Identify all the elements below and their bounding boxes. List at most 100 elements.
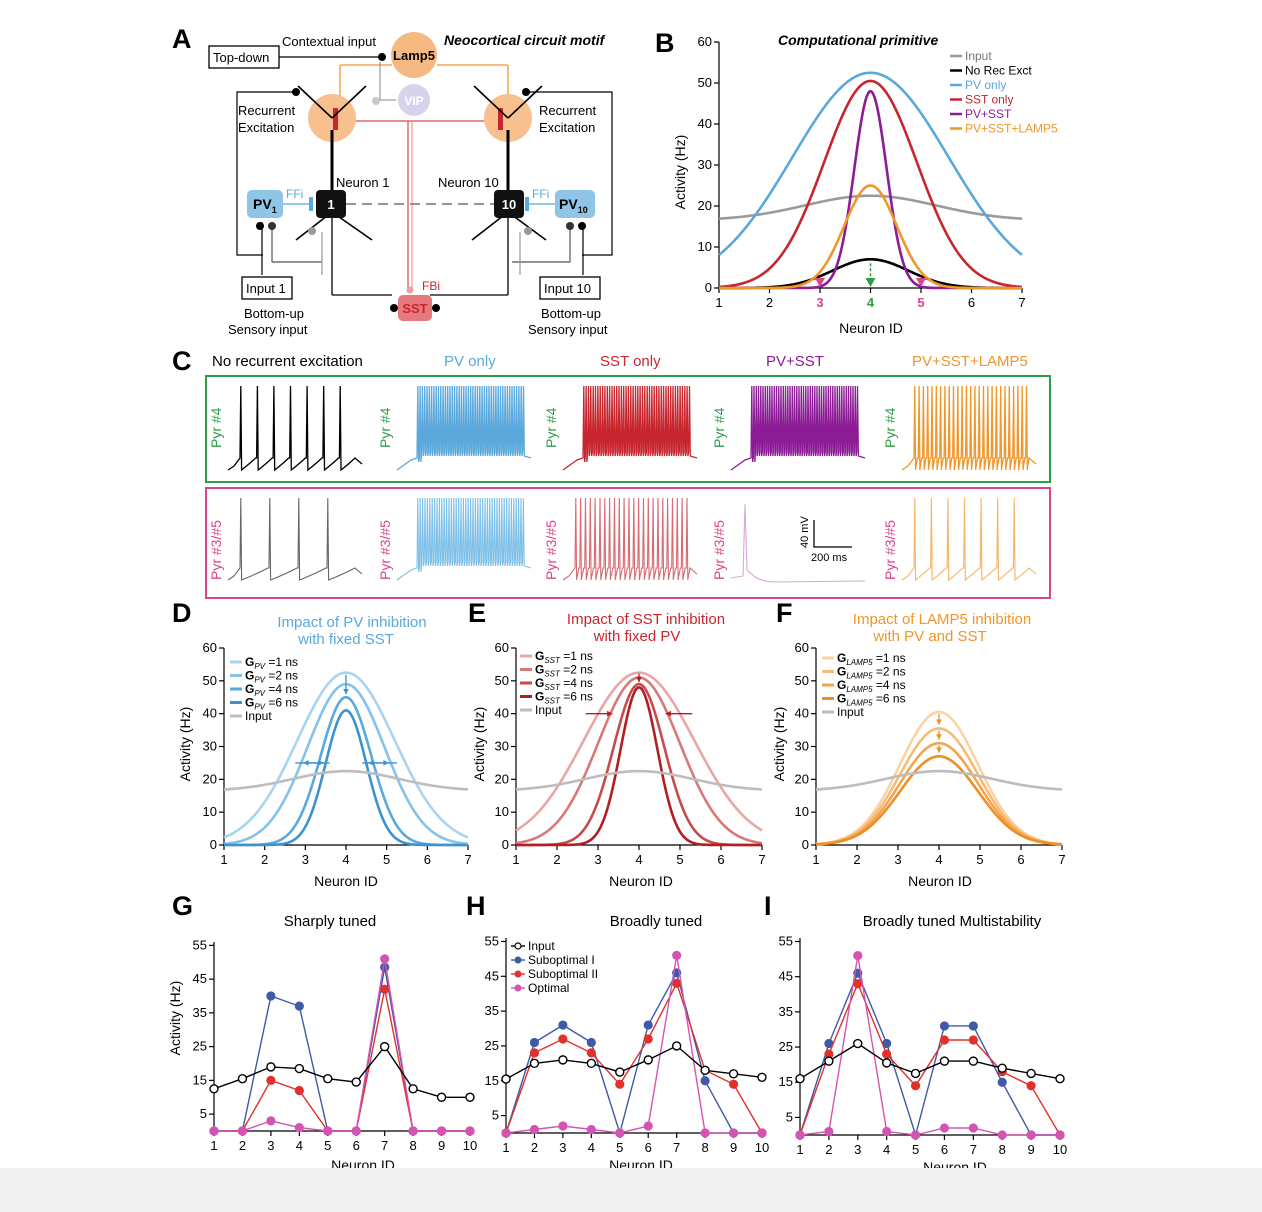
series-line-suboptimal-i (214, 967, 470, 1132)
x-tick-label: 7 (1058, 852, 1065, 867)
panel-e-title-1: Impact of SST inhibition (567, 611, 725, 628)
x-tick-label: 3 (267, 1138, 274, 1153)
data-point-optimal (465, 1126, 475, 1136)
data-point-input (853, 1038, 863, 1049)
x-tick-label: 9 (438, 1138, 445, 1153)
voltage-trace (730, 385, 866, 471)
data-point-input (465, 1092, 475, 1102)
y-tick-label: 55 (485, 933, 499, 948)
pyr-left-inhibit (333, 108, 338, 130)
panel-g-ylabel: Activity (Hz) (167, 981, 183, 1056)
bu-left-2: Sensory input (228, 322, 308, 337)
data-point-suboptimal-i (968, 1021, 978, 1031)
x-tick-label: 8 (409, 1138, 416, 1153)
data-point-suboptimal-ii (728, 1079, 739, 1089)
series-line-pv-sst-lamp5 (719, 184, 1022, 290)
data-point-input (1055, 1074, 1065, 1084)
y-tick-label: 10 (495, 804, 509, 819)
data-point-input (910, 1068, 921, 1079)
x-tick-label: 2 (261, 852, 268, 867)
y-tick-label: 5 (492, 1108, 499, 1123)
data-point-optimal (795, 1130, 805, 1140)
legend-item: GSST =1 ns (535, 649, 593, 665)
input1-box (241, 276, 293, 300)
panel-d-xlabel: Neuron ID (314, 873, 378, 889)
arrow-head (916, 278, 926, 287)
y-tick-label: 45 (779, 969, 793, 984)
y-tick-label: 15 (193, 1072, 207, 1087)
data-point-suboptimal-i (939, 1021, 950, 1031)
panel-g-title: Sharply tuned (284, 913, 377, 930)
panel-f-title-1: Impact of LAMP5 inhibition (853, 611, 1031, 628)
panel-label-e: E (468, 598, 486, 628)
voltage-trace (730, 503, 866, 583)
x-tick-label: 2 (825, 1142, 832, 1157)
ffi-right-bar (525, 197, 529, 211)
synapse-dot (406, 286, 414, 294)
bu-right-1: Bottom-up (541, 306, 601, 321)
panel-a-title: Neocortical circuit motif (444, 32, 606, 48)
legend-item: Input (837, 705, 864, 719)
input10-box (539, 276, 601, 300)
x-tick-label: 1 (812, 852, 819, 867)
data-point-optimal (824, 1126, 834, 1137)
series-line-g-lamp5-4-ns (815, 741, 1063, 846)
arrow-head (607, 710, 613, 717)
x-tick-label: 6 (645, 1140, 652, 1155)
arrow-head (936, 747, 942, 753)
y-tick-label: 25 (193, 1039, 207, 1054)
y-tick-label: 30 (203, 739, 217, 754)
legend-item: Suboptimal I (528, 953, 595, 967)
legend-item: No Rec Exct (965, 64, 1032, 78)
data-point-suboptimal-ii (853, 979, 863, 989)
voltage-trace (901, 385, 1037, 471)
synapse-dot (372, 97, 380, 105)
input10-label: Input 10 (544, 281, 591, 296)
panel-label-f: F (776, 598, 793, 628)
series-line-suboptimal-ii (799, 981, 1061, 1136)
x-tick-label: 7 (673, 1140, 680, 1155)
arrow-head (815, 278, 825, 287)
x-tick-label: 6 (717, 852, 724, 867)
voltage-trace (396, 497, 532, 581)
panel-d-ylabel: Activity (Hz) (177, 707, 193, 782)
pv10-cell (555, 190, 595, 218)
series-line-suboptimal-ii (505, 981, 763, 1134)
x-tick-label: 5 (383, 852, 390, 867)
data-point-suboptimal-i (558, 1020, 568, 1030)
neuron-1-label: Neuron 1 (336, 175, 389, 190)
x-tick-label: 3 (894, 852, 901, 867)
chart-b: 0 10 20 30 40 50 60 1 2 3 4 5 6 7 (698, 34, 1026, 310)
legend-marker (514, 956, 522, 964)
legend-marker (514, 984, 522, 992)
legend-item: Input (535, 703, 562, 717)
legend-item: Input (528, 939, 555, 953)
data-point-suboptimal-ii (1026, 1081, 1036, 1091)
synapse-dot (566, 222, 574, 230)
legend-item: GSST =4 ns (535, 676, 593, 692)
data-point-optimal (643, 1121, 653, 1131)
row-label: Pyr #3/#5 (882, 520, 898, 580)
y-tick-label: 20 (795, 771, 809, 786)
row-label: Pyr #4 (882, 407, 898, 448)
series-line-input (799, 1042, 1061, 1080)
data-point-suboptimal-i (824, 1038, 834, 1049)
data-point-optimal (853, 950, 863, 961)
pv1-label: PV1 (253, 196, 277, 215)
panel-f: F Impact of LAMP5 inhibition with PV and… (771, 598, 1066, 889)
wire-right (525, 91, 613, 256)
series-line-g-lamp5-1-ns (815, 710, 1063, 846)
row-label: Pyr #4 (543, 407, 559, 448)
legend-item: GLAMP5 =1 ns (837, 651, 906, 667)
y-tick-label: 0 (210, 837, 217, 852)
series-line-optimal (505, 955, 762, 1134)
y-tick-label: 10 (698, 239, 712, 254)
voltage-trace (901, 497, 1037, 582)
panel-f-ylabel: Activity (Hz) (771, 707, 787, 782)
scale-bar-t: 200 ms (811, 552, 848, 564)
panel-b-title: Computational primitive (778, 32, 938, 48)
x-tick-label: 1 (210, 1138, 217, 1153)
lamp5-label: Lamp5 (393, 48, 435, 63)
